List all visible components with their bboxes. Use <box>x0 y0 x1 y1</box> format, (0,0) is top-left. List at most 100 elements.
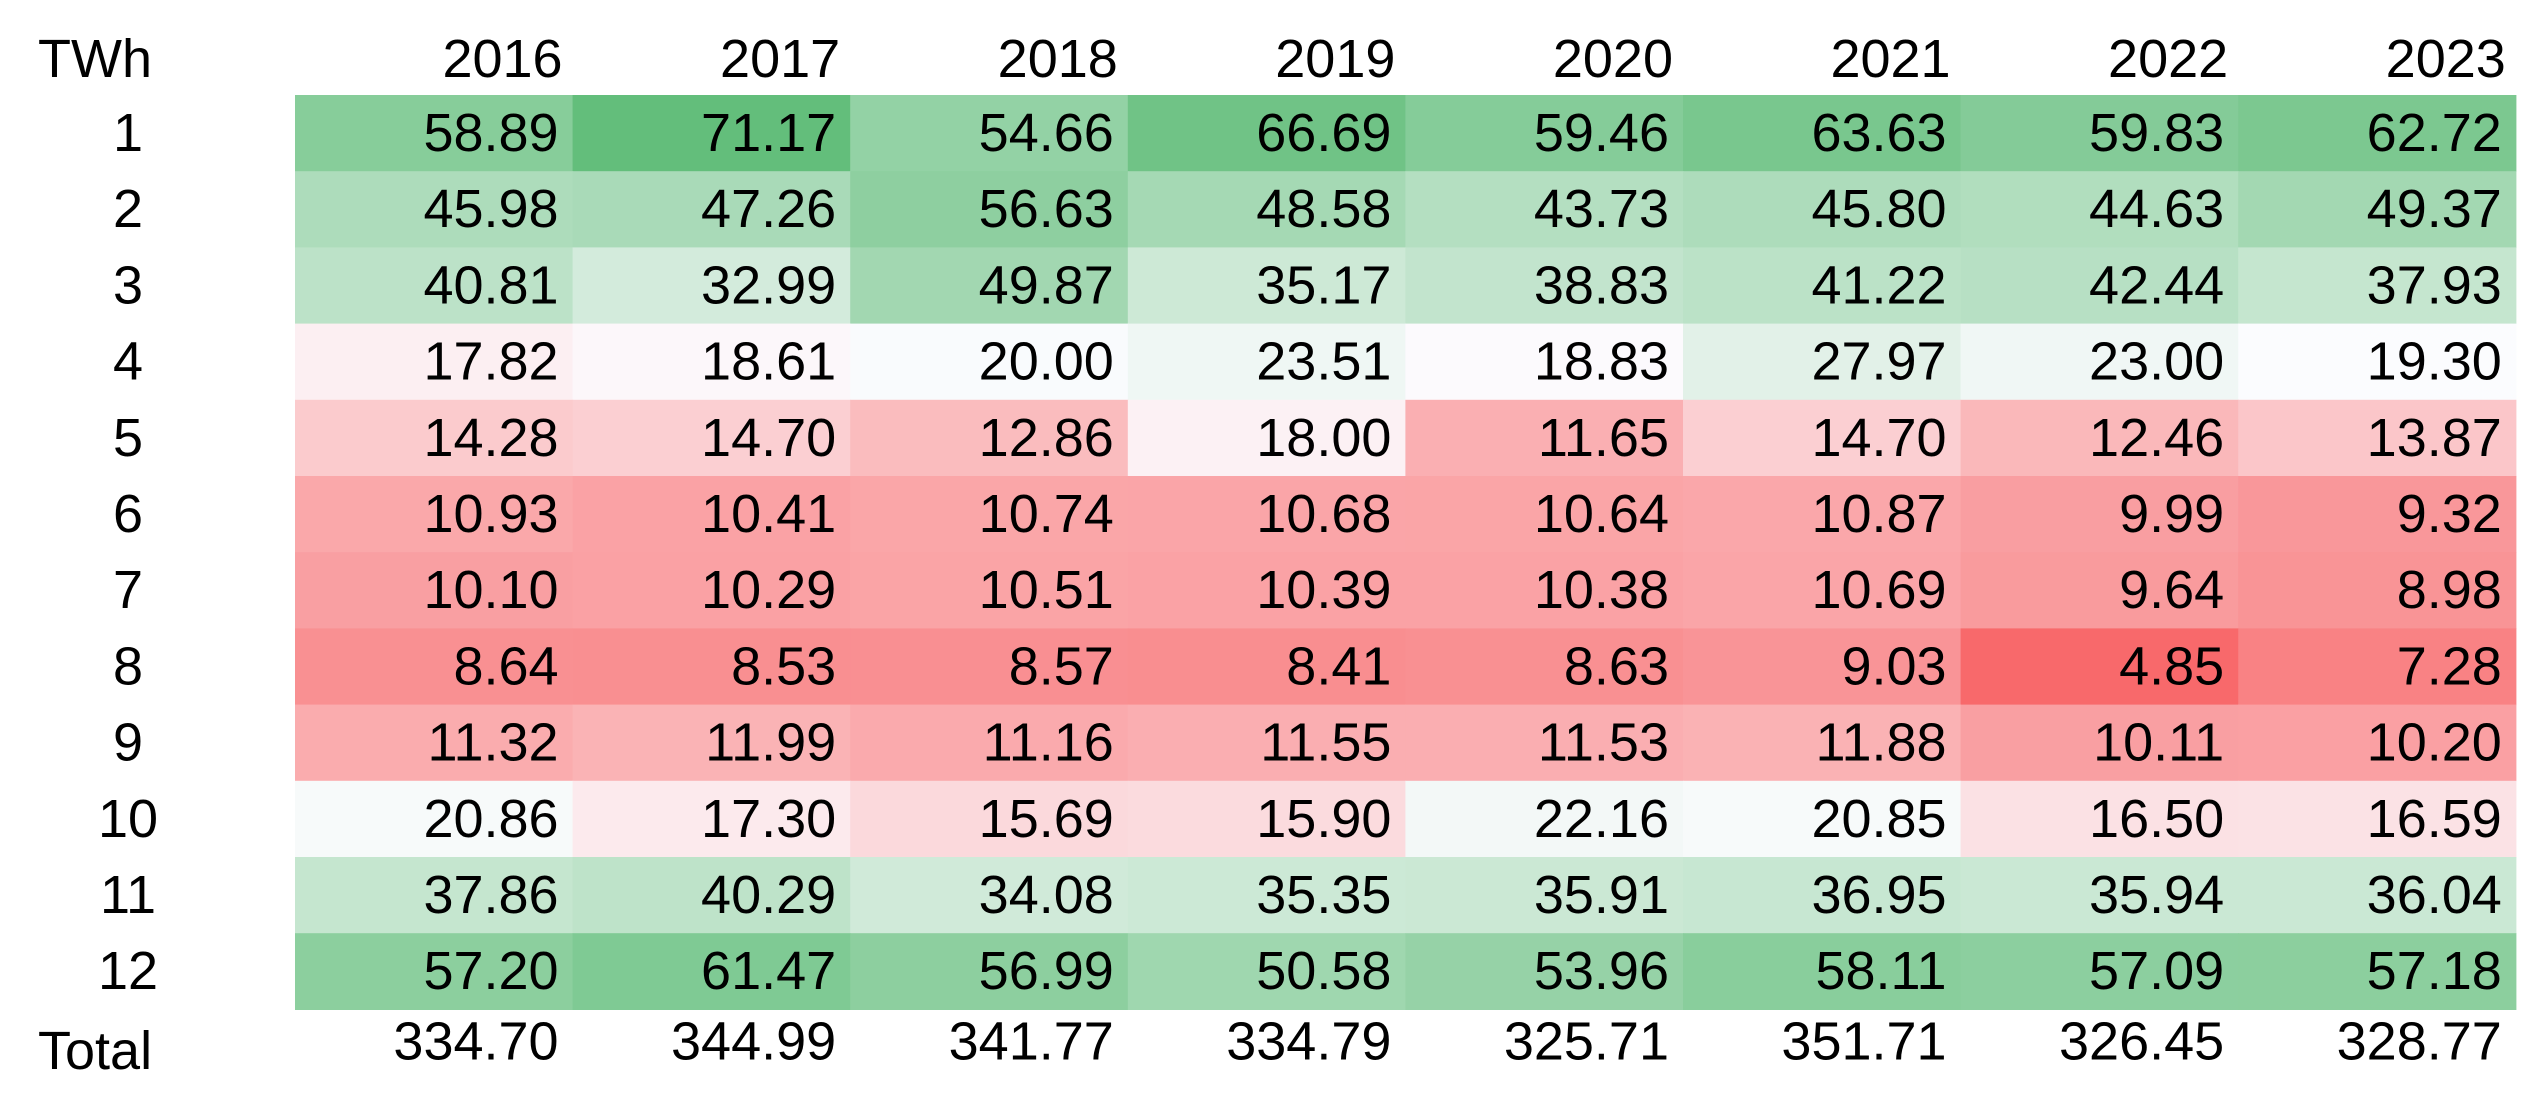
heatmap-cell-r3-2022 <box>1960 247 2239 325</box>
heatmap-cell-r9-2018 <box>850 704 1129 782</box>
heatmap-cell-r9-2019 <box>1127 704 1406 782</box>
heatmap-cell-r12-2023 <box>2238 933 2517 1010</box>
heatmap-cell-r2-2019 <box>1127 171 1406 248</box>
heatmap-cell-r11-2023 <box>2238 857 2517 934</box>
heatmap-cell-r6-2022 <box>1960 476 2239 553</box>
cell-value-r1-2020: 59.46 <box>1534 103 1669 163</box>
cell-value-r6-2018: 10.74 <box>979 484 1114 544</box>
heatmap-cell-r5-2022 <box>1960 399 2239 477</box>
total-value-2022: 326.45 <box>2059 1011 2224 1071</box>
cell-value-r1-2023: 62.72 <box>2367 103 2502 163</box>
heatmap-cell-r2-2021 <box>1683 171 1962 248</box>
cell-value-r10-2016: 20.86 <box>423 789 558 849</box>
heatmap-cell-r11-2017 <box>572 857 851 934</box>
heatmap-cell-r3-2018 <box>850 247 1129 325</box>
heatmap-cell-r12-2018 <box>850 933 1129 1010</box>
cell-value-r11-2019: 35.35 <box>1256 865 1391 925</box>
cell-value-r8-2017: 8.53 <box>731 636 836 696</box>
heatmap-cell-r1-2022 <box>1960 95 2239 172</box>
heatmap-cell-r10-2023 <box>2238 780 2517 858</box>
row-header-10: 10 <box>98 789 158 849</box>
cell-value-r10-2017: 17.30 <box>701 789 836 849</box>
cell-value-r8-2020: 8.63 <box>1564 636 1669 696</box>
cell-value-r12-2020: 53.96 <box>1534 941 1669 1001</box>
heatmap-cell-r9-2023 <box>2238 704 2517 782</box>
heatmap-cell-r2-2022 <box>1960 171 2239 248</box>
column-header-2016: 2016 <box>442 29 562 89</box>
heatmap-cell-r12-2022 <box>1960 933 2239 1010</box>
heatmap-cell-r5-2020 <box>1405 399 1684 477</box>
cell-value-r1-2016: 58.89 <box>423 103 558 163</box>
cell-value-r7-2021: 10.69 <box>1811 560 1946 620</box>
cell-value-r11-2018: 34.08 <box>979 865 1114 925</box>
heatmap-cell-r10-2021 <box>1683 780 1962 858</box>
cell-value-r9-2021: 11.88 <box>1815 713 1946 773</box>
total-value-2016: 334.70 <box>393 1011 558 1071</box>
heatmap-cell-r8-2017 <box>572 628 851 706</box>
column-header-2022: 2022 <box>2108 29 2228 89</box>
cell-value-r4-2016: 17.82 <box>423 332 558 392</box>
cell-value-r5-2021: 14.70 <box>1811 408 1946 468</box>
total-label: Total <box>38 1021 152 1081</box>
heatmap-cell-r2-2020 <box>1405 171 1684 248</box>
cell-value-r12-2022: 57.09 <box>2089 941 2224 1001</box>
total-value-2021: 351.71 <box>1781 1011 1946 1071</box>
column-header-2020: 2020 <box>1553 29 1673 89</box>
row-header-4: 4 <box>113 332 143 392</box>
cell-value-r6-2017: 10.41 <box>701 484 836 544</box>
heatmap-cell-r12-2021 <box>1683 933 1962 1010</box>
cell-value-r12-2023: 57.18 <box>2367 941 2502 1001</box>
heatmap-cell-r8-2020 <box>1405 628 1684 706</box>
heatmap-cell-r5-2017 <box>572 399 851 477</box>
cell-value-r3-2020: 38.83 <box>1534 255 1669 315</box>
column-header-2018: 2018 <box>998 29 1118 89</box>
cell-value-r12-2017: 61.47 <box>701 941 836 1001</box>
cell-value-r6-2023: 9.32 <box>2397 484 2502 544</box>
row-header-11: 11 <box>100 865 156 925</box>
cell-value-r6-2020: 10.64 <box>1534 484 1669 544</box>
row-header-6: 6 <box>113 484 143 544</box>
total-value-2020: 325.71 <box>1504 1011 1669 1071</box>
column-header-2023: 2023 <box>2386 29 2506 89</box>
text-layer: TWh Total 2016 2017 2018 2019 2020 2021 2022 20… <box>38 29 2506 1081</box>
row-header-5: 5 <box>113 408 143 468</box>
cell-value-r10-2022: 16.50 <box>2089 789 2224 849</box>
cell-value-r12-2016: 57.20 <box>423 941 558 1001</box>
cell-value-r7-2018: 10.51 <box>979 560 1114 620</box>
heatmap-cell-r7-2023 <box>2238 552 2517 629</box>
cell-value-r10-2018: 15.69 <box>979 789 1114 849</box>
heatmap-cell-r4-2017 <box>572 323 851 401</box>
heatmap-cell-r7-2017 <box>572 552 851 629</box>
heatmap-cell-r5-2023 <box>2238 399 2517 477</box>
cell-value-r5-2016: 14.28 <box>423 408 558 468</box>
cell-value-r9-2016: 11.32 <box>427 713 558 773</box>
heatmap-cell-r6-2019 <box>1127 476 1406 553</box>
cell-value-r5-2019: 18.00 <box>1256 408 1391 468</box>
unit-label: TWh <box>38 29 152 89</box>
cell-value-r10-2020: 22.16 <box>1534 789 1669 849</box>
heatmap-cell-r3-2017 <box>572 247 851 325</box>
cell-value-r9-2023: 10.20 <box>2367 713 2502 773</box>
cell-value-r10-2019: 15.90 <box>1256 789 1391 849</box>
cell-value-r3-2022: 42.44 <box>2089 255 2224 315</box>
heatmap-cell-r11-2019 <box>1127 857 1406 934</box>
cell-value-r8-2023: 7.28 <box>2397 636 2502 696</box>
cell-value-r12-2018: 56.99 <box>979 941 1114 1001</box>
cell-value-r8-2019: 8.41 <box>1286 636 1391 696</box>
cell-value-r7-2023: 8.98 <box>2397 560 2502 620</box>
heatmap-cell-r4-2018 <box>850 323 1129 401</box>
heatmap-cell-r10-2019 <box>1127 780 1406 858</box>
heatmap-cell-r4-2019 <box>1127 323 1406 401</box>
heatmap-cell-r8-2018 <box>850 628 1129 706</box>
heatmap-cell-r5-2019 <box>1127 399 1406 477</box>
cell-value-r8-2018: 8.57 <box>1009 636 1114 696</box>
cell-value-r2-2021: 45.80 <box>1811 179 1946 239</box>
cell-value-r10-2023: 16.59 <box>2367 789 2502 849</box>
cell-value-r5-2018: 12.86 <box>979 408 1114 468</box>
heatmap-cell-r3-2023 <box>2238 247 2517 325</box>
heatmap-cell-r10-2022 <box>1960 780 2239 858</box>
cell-value-r4-2022: 23.00 <box>2089 332 2224 392</box>
cell-value-r1-2017: 71.17 <box>701 103 836 163</box>
cell-value-r6-2021: 10.87 <box>1811 484 1946 544</box>
